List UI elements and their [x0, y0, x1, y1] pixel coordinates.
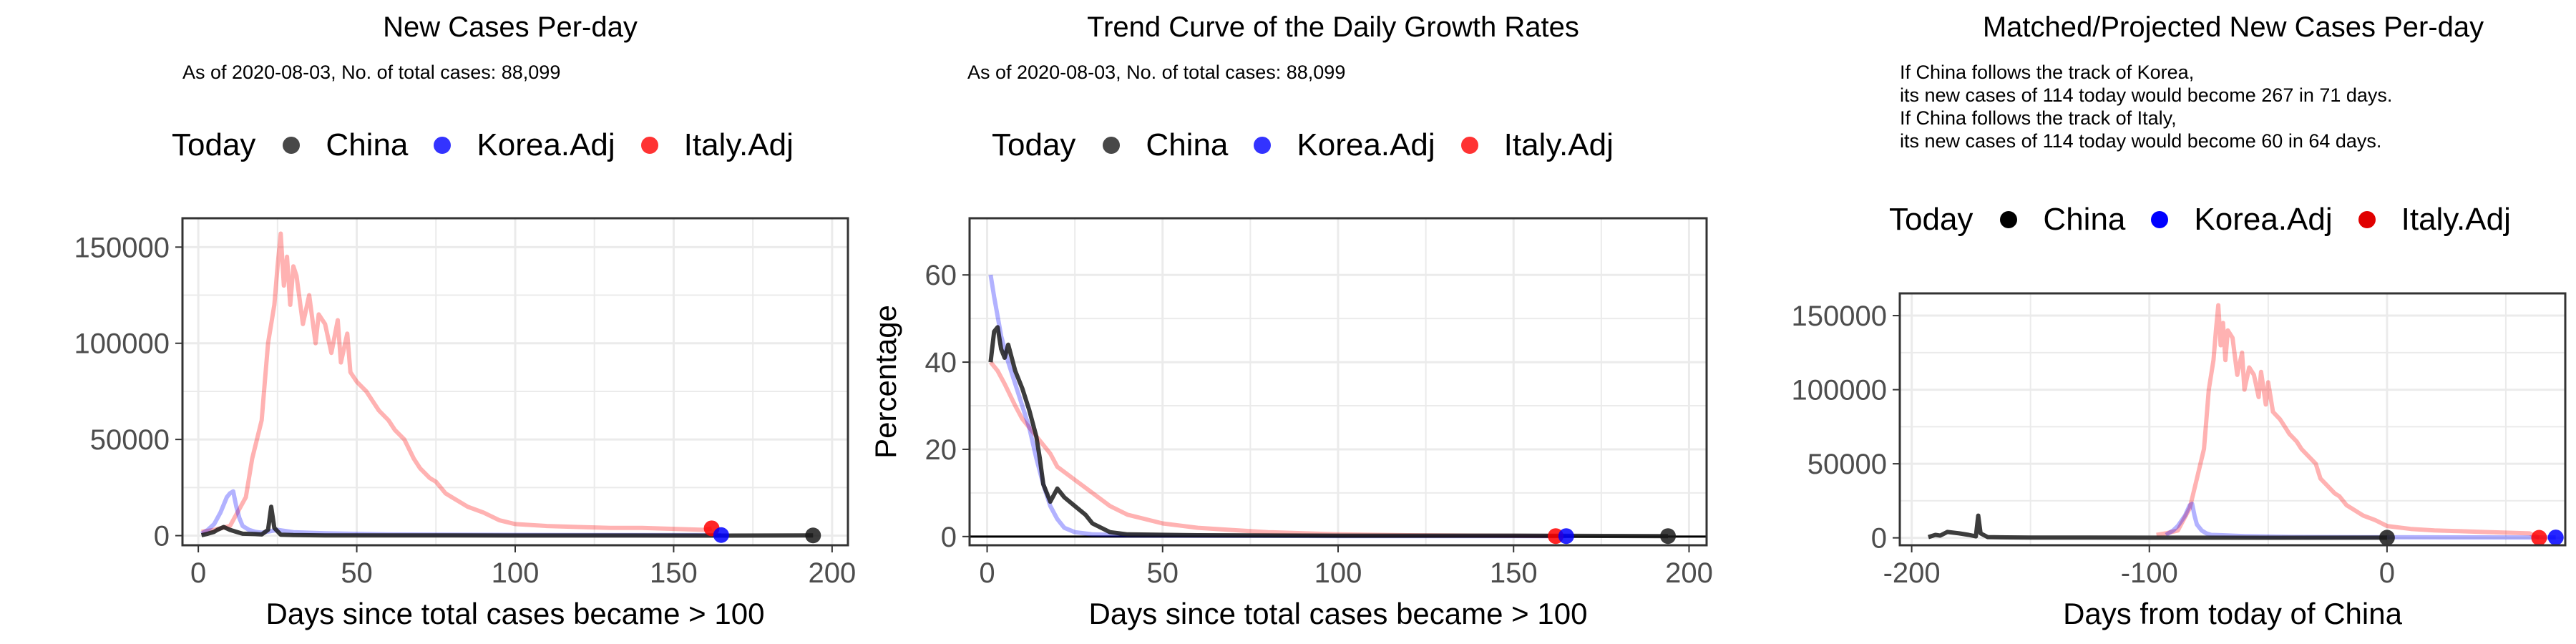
legend: Today China Korea.Adj Italy.Adj	[1889, 202, 2537, 238]
x-tick-label: 150	[650, 557, 698, 589]
x-tick-label: 200	[1665, 557, 1713, 589]
legend-item-italy: Italy.Adj	[1460, 127, 1614, 163]
legend-title: Today	[992, 127, 1076, 162]
chart-title: Trend Curve of the Daily Growth Rates	[1087, 11, 1579, 43]
chart-subtitle: As of 2020-08-03, No. of total cases: 88…	[967, 62, 1346, 83]
y-tick-label: 50000	[90, 424, 170, 456]
plot-projected-cases: -200-1000100050000100000150000Days from …	[1792, 292, 2567, 630]
plot-border	[1898, 292, 2567, 547]
x-tick-label: 0	[190, 557, 206, 589]
legend-item-korea: Korea.Adj	[1254, 127, 1435, 163]
legend-item-korea: Korea.Adj	[2151, 202, 2333, 238]
today-point-korea	[713, 527, 729, 543]
plot-growth-rates: 0 50 100 150 200 0 20 40 60 Days since total case…	[869, 217, 1713, 630]
plot-border	[181, 217, 849, 547]
legend-label-italy: Italy.Adj	[1503, 127, 1614, 162]
y-tick-label: 60	[925, 260, 957, 291]
series-line-italy	[2156, 303, 2540, 540]
x-tick-label: 150	[1490, 557, 1538, 589]
x-tick-label: 50	[1147, 557, 1179, 589]
legend-item-china: China	[283, 127, 408, 163]
legend-dot-korea	[434, 137, 452, 154]
y-tick-label: 50000	[1807, 449, 1887, 480]
y-axis-label: Percentage	[869, 305, 902, 459]
today-point-korea	[2547, 530, 2564, 546]
legend: Today China Korea.Adj Italy.Adj	[172, 127, 819, 163]
today-point-korea	[1558, 528, 1574, 545]
y-tick-label: 100000	[1792, 375, 1887, 406]
y-tick-label: 150000	[74, 232, 170, 263]
today-point-china	[2379, 530, 2395, 546]
series-line-china	[988, 325, 1669, 539]
x-tick-label: 50	[341, 557, 373, 589]
legend-dot-china	[2000, 211, 2018, 228]
chart-subtitle: As of 2020-08-03, No. of total cases: 88…	[182, 62, 561, 83]
legend-label-korea: Korea.Adj	[1297, 127, 1435, 162]
series-line-italy	[201, 231, 713, 535]
legend-label-china: China	[1146, 127, 1229, 162]
x-tick-label: 200	[808, 557, 856, 589]
plot-new-cases: 0 50 100 150 200 0 50000 100000 150000 Days since…	[74, 217, 856, 630]
x-tick-label: 100	[492, 557, 540, 589]
legend: Today China Korea.Adj Italy.Adj	[992, 127, 1639, 163]
series-line-china	[1928, 513, 2387, 540]
legend-dot-italy	[640, 137, 658, 154]
legend-label-korea: Korea.Adj	[2194, 202, 2333, 237]
x-tick-label: 0	[979, 557, 995, 589]
series-line-china	[200, 504, 814, 538]
legend-title: Today	[172, 127, 256, 162]
series-line-italy	[989, 361, 1556, 539]
legend-dot-italy	[2358, 211, 2376, 228]
legend-dot-china	[1103, 137, 1121, 154]
legend-item-italy: Italy.Adj	[640, 127, 794, 163]
chart-subtitle: If China follows the track of Korea, its…	[1900, 62, 2393, 152]
y-tick-label: 0	[1871, 523, 1887, 555]
x-axis-label: Days since total cases became > 100	[1089, 597, 1588, 630]
panel-new-cases: New Cases Per-day As of 2020-08-03, No. …	[0, 0, 859, 644]
panel-growth-rates: Trend Curve of the Daily Growth Rates As…	[859, 0, 1717, 644]
x-tick-label: -200	[1883, 557, 1941, 589]
y-tick-label: 0	[154, 521, 170, 552]
legend-dot-italy	[1460, 137, 1478, 154]
panel-projected-cases: Matched/Projected New Cases Per-day If C…	[1717, 0, 2576, 644]
x-tick-label: 100	[1314, 557, 1362, 589]
legend-dot-china	[283, 137, 301, 154]
legend-label-korea: Korea.Adj	[477, 127, 615, 162]
legend-item-korea: Korea.Adj	[434, 127, 615, 163]
legend-item-china: China	[1103, 127, 1228, 163]
y-tick-label: 100000	[74, 328, 170, 360]
legend-dot-korea	[2151, 211, 2169, 228]
x-tick-label: -100	[2121, 557, 2178, 589]
chart-title: Matched/Projected New Cases Per-day	[1982, 11, 2484, 43]
legend-label-italy: Italy.Adj	[2401, 202, 2511, 237]
legend-label-china: China	[326, 127, 409, 162]
today-point-italy	[2531, 530, 2547, 546]
legend-item-italy: Italy.Adj	[2358, 202, 2511, 238]
today-point-china	[1660, 528, 1677, 545]
chart-title: New Cases Per-day	[383, 11, 638, 43]
plot-background	[1900, 293, 2565, 545]
x-tick-label: 0	[2379, 557, 2395, 589]
y-tick-label: 0	[941, 522, 957, 553]
today-point-china	[805, 527, 821, 544]
legend-dot-korea	[1254, 137, 1272, 154]
legend-item-china: China	[2000, 202, 2125, 238]
legend-label-china: China	[2043, 202, 2126, 237]
x-axis-label: Days from today of China	[2063, 597, 2403, 630]
x-axis-label: Days since total cases became > 100	[266, 597, 765, 630]
y-tick-label: 40	[925, 347, 957, 379]
plot-border	[968, 217, 1708, 547]
y-tick-label: 20	[925, 434, 957, 466]
y-tick-label: 150000	[1792, 301, 1887, 332]
legend-label-italy: Italy.Adj	[683, 127, 794, 162]
legend-title: Today	[1889, 202, 1974, 237]
